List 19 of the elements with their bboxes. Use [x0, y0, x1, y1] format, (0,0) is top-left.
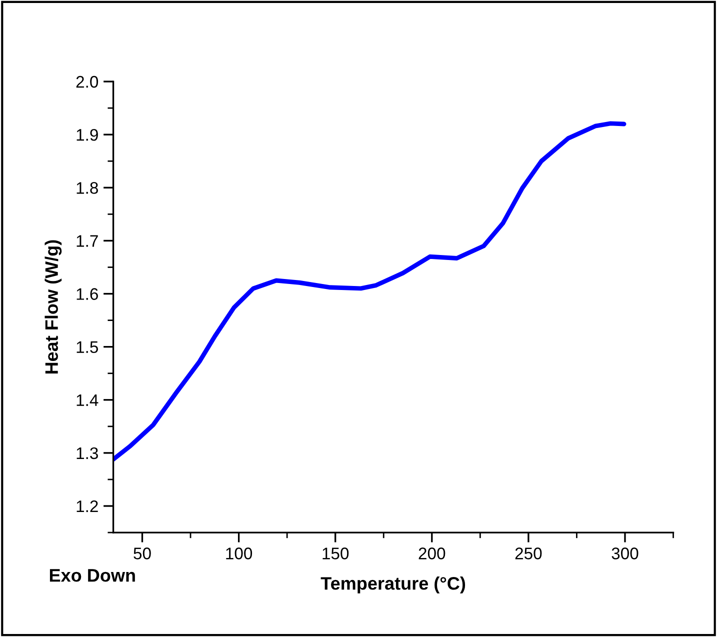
- text: Exo Down: [50, 569, 135, 582]
- y-axis-title: Heat Flow (W/g): [44, 240, 62, 374]
- y-tick-label: 1.9: [76, 128, 98, 141]
- y-tick-label: 1.8: [76, 182, 98, 194]
- y-tick-label: 1.7: [76, 235, 98, 247]
- x-tick-label: 300: [612, 548, 638, 560]
- y-tick-label: 1.6: [76, 288, 98, 300]
- x-tick-label: 50: [134, 548, 151, 560]
- y-tick-label: 1.3: [76, 447, 98, 460]
- y-tick-label: 1.5: [76, 341, 98, 354]
- x-tick-label: 100: [226, 548, 252, 560]
- x-tick-label: 150: [322, 548, 349, 560]
- y-tick-label: 1.2: [76, 500, 98, 512]
- x-tick-label: 200: [418, 548, 446, 560]
- x-axis-title: Temperature (°C): [320, 576, 466, 594]
- line-series: [113, 121, 626, 462]
- y-tick-label: 1.4: [76, 394, 98, 406]
- x-tick-label: 250: [515, 548, 542, 560]
- y-tick-label: 2.0: [76, 76, 98, 88]
